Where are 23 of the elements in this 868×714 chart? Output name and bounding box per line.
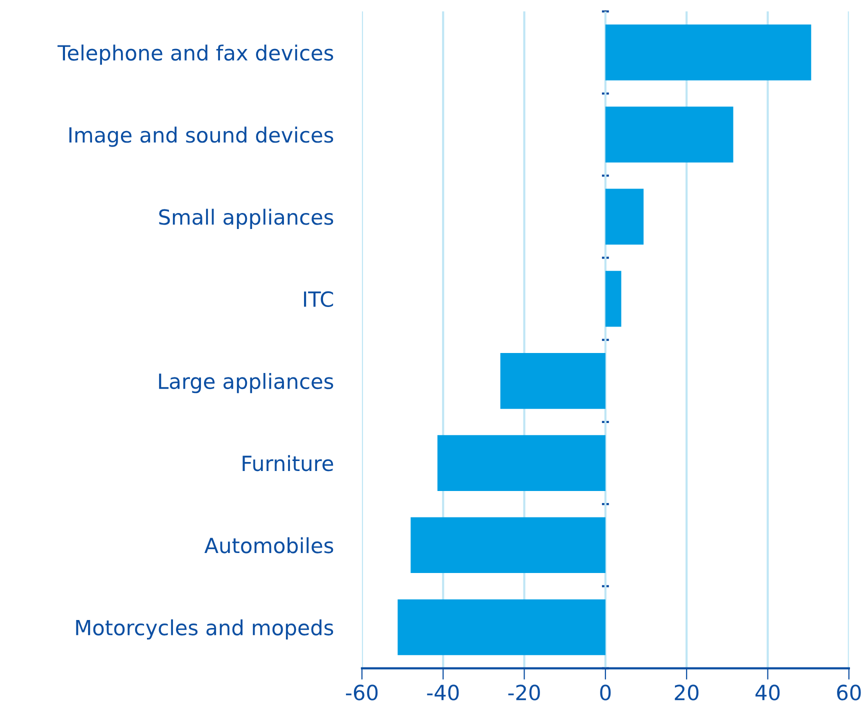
- bar: [605, 270, 622, 327]
- bar: [437, 435, 606, 491]
- y-tick-label: Large appliances: [159, 373, 334, 394]
- bar: [605, 188, 644, 245]
- bar: [410, 517, 606, 574]
- y-tick-label: Automobiles: [204, 537, 334, 554]
- y-tick-label: Small appliances: [159, 208, 334, 229]
- y-tick-label: ITC: [304, 291, 334, 308]
- y-tick-label: Image and sound devices: [69, 126, 334, 147]
- x-tick-label: 40: [756, 684, 780, 700]
- x-tick-label: 60: [837, 684, 861, 700]
- bar: [500, 353, 606, 409]
- x-tick-label: 20: [674, 684, 698, 700]
- x-tick-label: -60: [346, 684, 378, 700]
- y-tick-label: Furniture: [242, 455, 334, 472]
- y-tick-label: Telephone and fax devices: [58, 44, 334, 65]
- x-tick-label: -40: [427, 684, 459, 700]
- x-tick-label: 0: [600, 684, 611, 700]
- x-tick-label: -20: [508, 684, 540, 700]
- bar: [605, 106, 734, 163]
- bar: [398, 599, 606, 656]
- y-tick-label: Motorcycles and mopeds: [76, 619, 334, 640]
- bar: [605, 24, 812, 80]
